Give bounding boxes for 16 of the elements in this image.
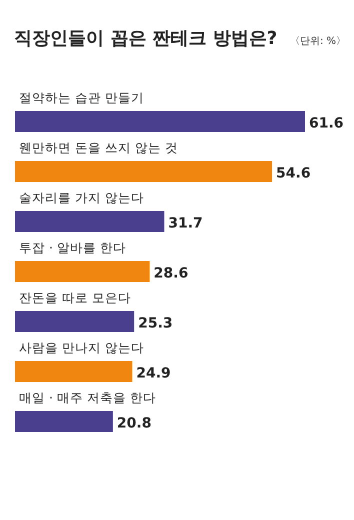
category-label: 투잡 · 알바를 한다 xyxy=(19,240,126,255)
subtitle: 〈단위: %〉 xyxy=(290,36,346,47)
data-label: 25.3 xyxy=(138,316,173,332)
category-label: 술자리를 가지 않는다 xyxy=(19,190,144,205)
category-label: 잔돈을 따로 모은다 xyxy=(19,290,131,305)
category-label: 사람을 만나지 않는다 xyxy=(19,340,144,355)
data-label: 24.9 xyxy=(136,366,171,382)
category-label: 절약하는 습관 만들기 xyxy=(19,90,144,105)
data-label: 28.6 xyxy=(154,266,188,282)
title: 직장인들이 꼽은 짠테크 방법은? xyxy=(14,28,278,49)
data-label: 54.6 xyxy=(276,166,311,182)
data-label: 31.7 xyxy=(168,216,203,232)
data-label: 20.8 xyxy=(116,416,152,432)
category-label: 매일 · 매주 저축을 한다 xyxy=(19,390,156,405)
data-label: 61.6 xyxy=(309,116,344,132)
category-label: 웬만하면 돈을 쓰지 않는 것 xyxy=(19,140,178,155)
